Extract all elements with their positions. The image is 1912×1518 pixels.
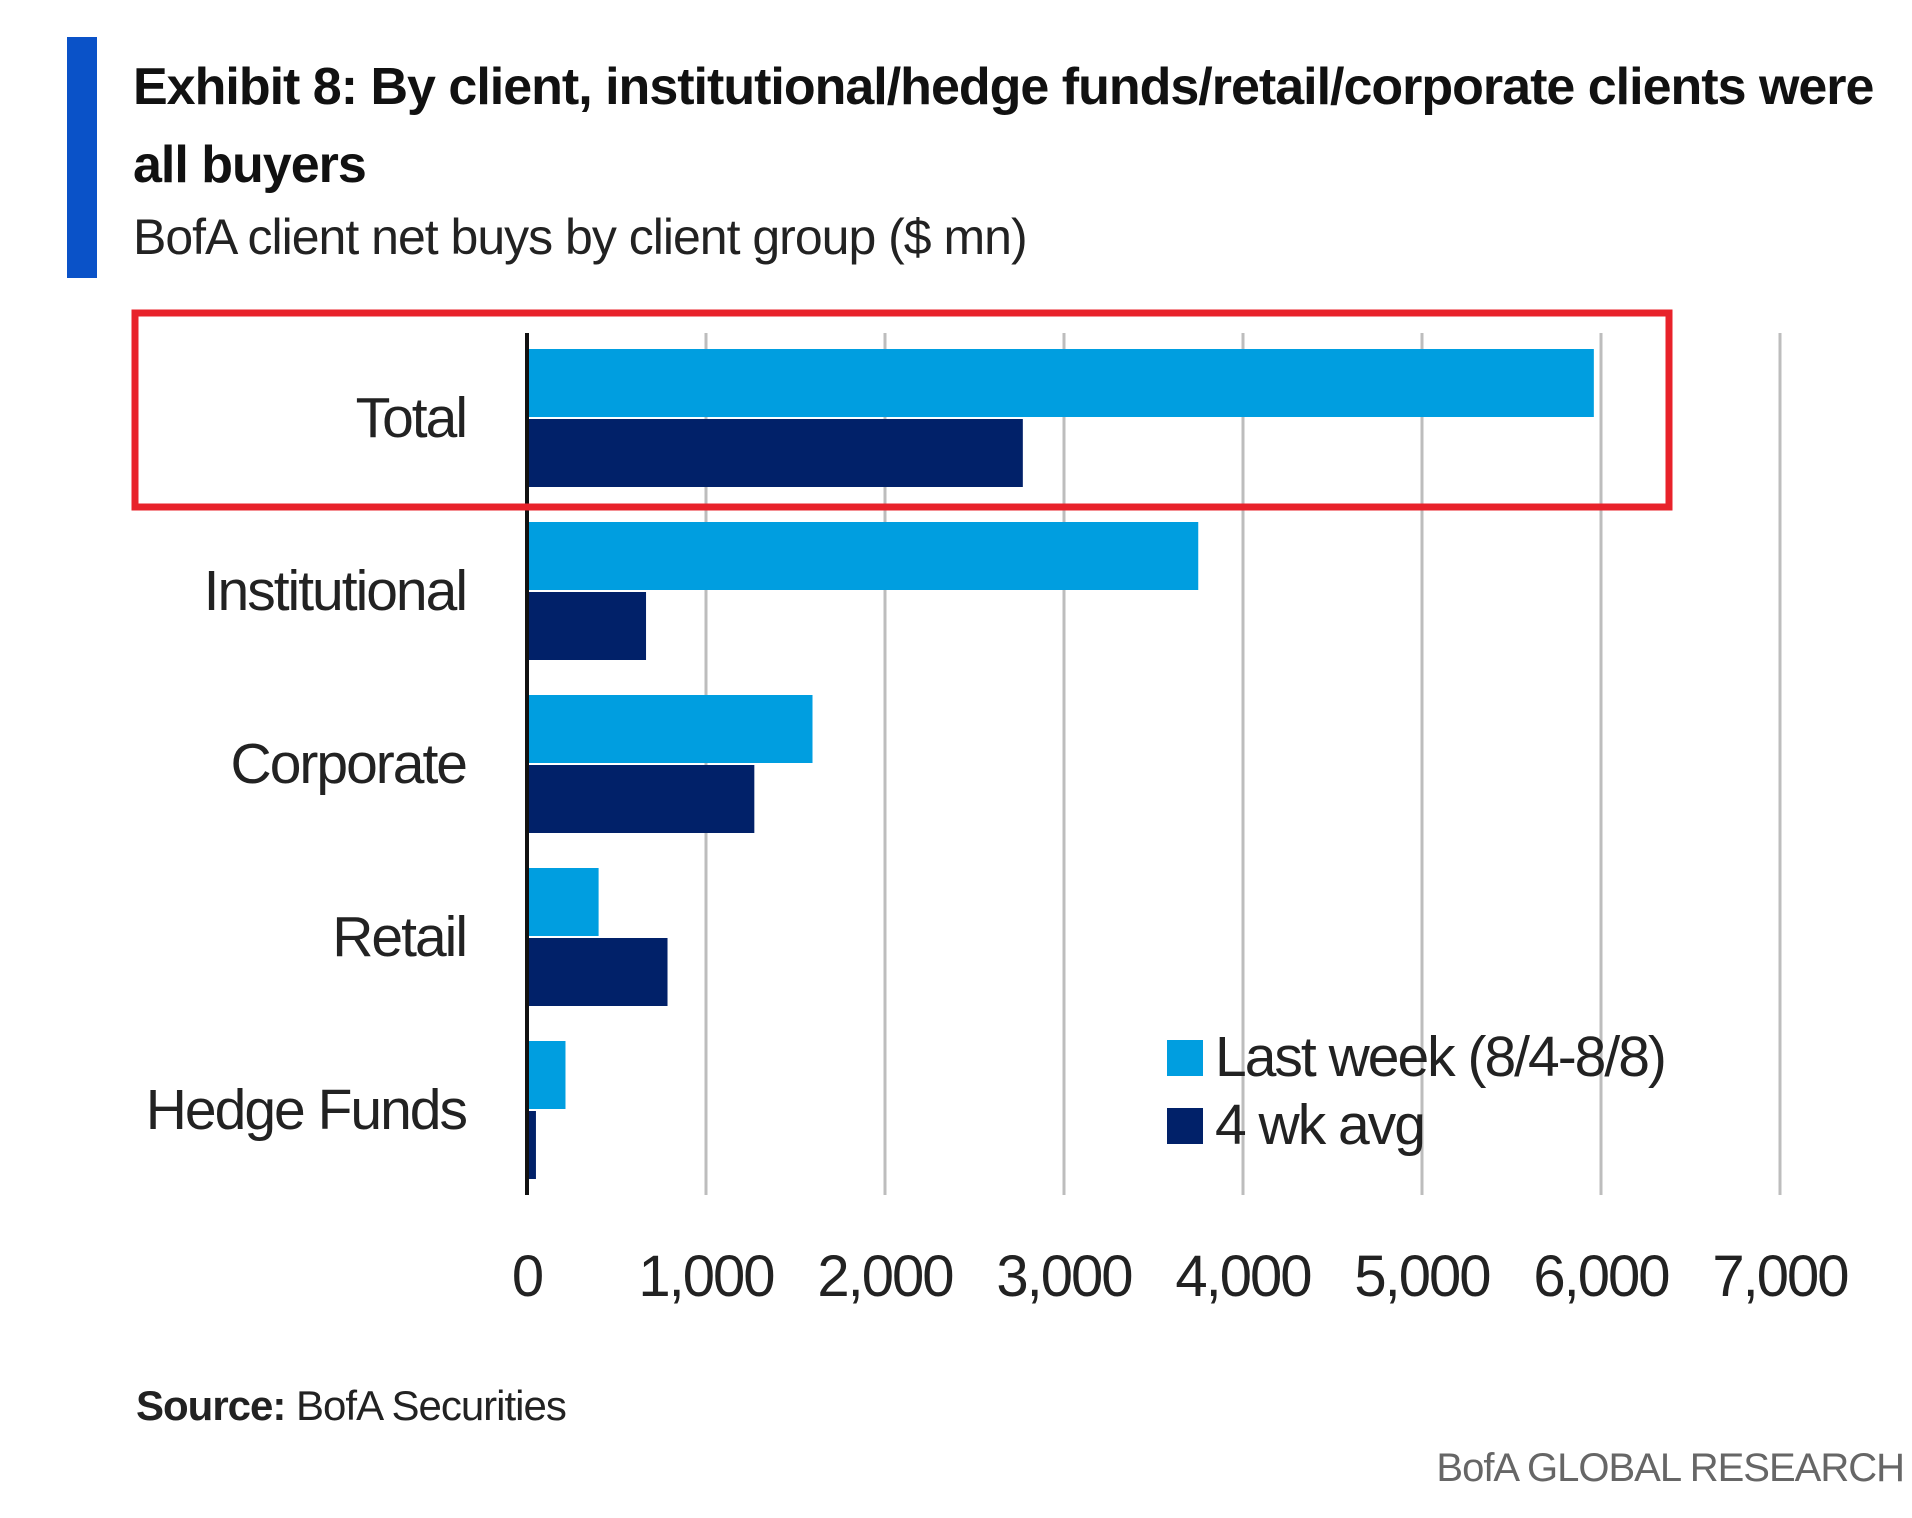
x-tick-label: 0 (512, 1244, 542, 1309)
chart-title: Exhibit 8: By client, institutional/hedg… (133, 58, 1874, 194)
bar-corporate-4wk-avg (527, 765, 755, 833)
chart-subtitle: BofA client net buys by client group ($ … (133, 209, 1028, 265)
category-label: Retail (332, 905, 466, 969)
bar-total-4wk-avg (527, 419, 1023, 487)
bar-retail-last-week (527, 868, 599, 936)
x-tick-label: 4,000 (1175, 1244, 1310, 1309)
legend-swatch (1167, 1108, 1203, 1144)
source-label: Source: (136, 1382, 286, 1429)
source-text: BofA Securities (285, 1382, 567, 1429)
accent-bar (67, 37, 97, 278)
x-tick-label: 2,000 (817, 1244, 952, 1309)
legend-label: Last week (8/4-8/8) (1215, 1025, 1665, 1089)
brand-label: BofA GLOBAL RESEARCH (1436, 1446, 1905, 1490)
x-tick-label: 3,000 (996, 1244, 1131, 1309)
legend-label: 4 wk avg (1215, 1093, 1424, 1157)
bar-institutional-last-week (527, 522, 1199, 590)
category-label: Hedge Funds (146, 1078, 467, 1142)
bar-hedge-funds-4wk-avg (527, 1111, 536, 1179)
source-note: Source: BofA Securities (136, 1382, 567, 1430)
x-tick-label: 6,000 (1533, 1244, 1668, 1309)
category-label: Corporate (231, 732, 467, 796)
category-label: Institutional (204, 559, 466, 623)
legend-swatch (1167, 1040, 1203, 1076)
highlight-box (131, 309, 1673, 511)
bar-retail-4wk-avg (527, 938, 668, 1006)
x-tick-label: 7,000 (1712, 1244, 1847, 1309)
bar-hedge-funds-last-week (527, 1041, 566, 1109)
category-label: Total (356, 386, 466, 450)
x-tick-label: 5,000 (1354, 1244, 1489, 1309)
x-tick-label: 1,000 (638, 1244, 773, 1309)
bar-corporate-last-week (527, 695, 813, 763)
bar-institutional-4wk-avg (527, 592, 647, 660)
bar-total-last-week (527, 349, 1594, 417)
